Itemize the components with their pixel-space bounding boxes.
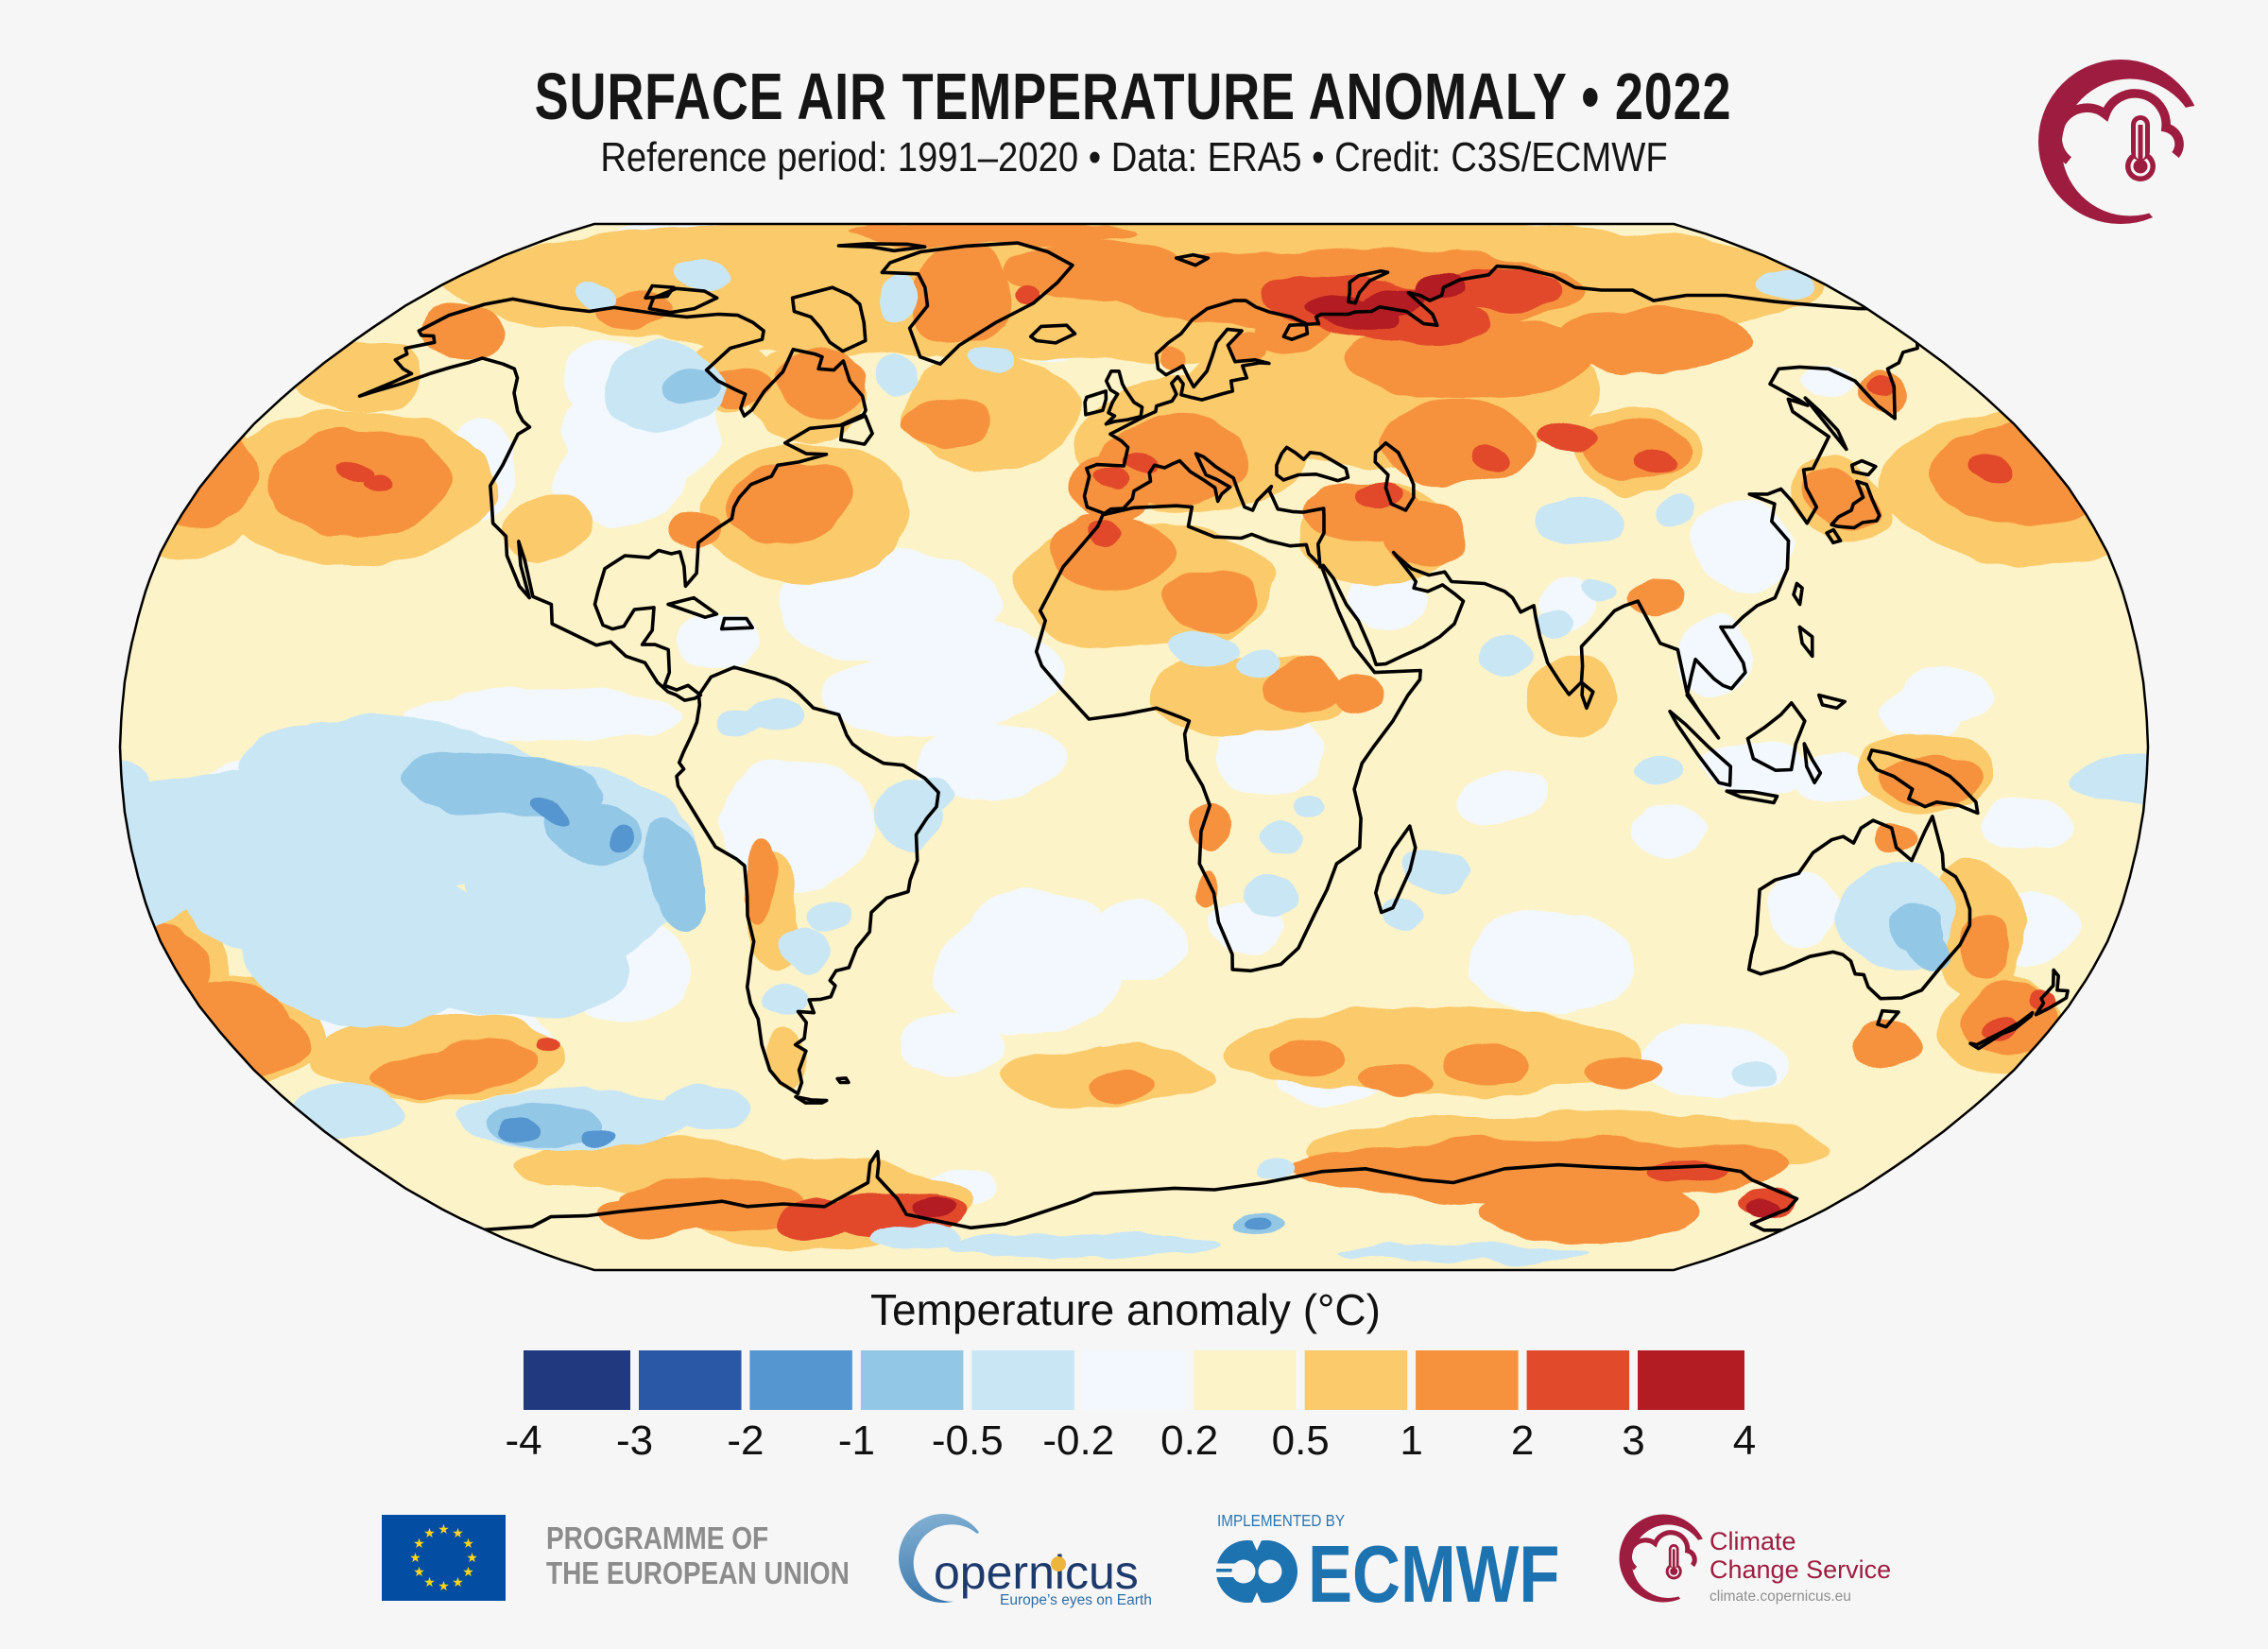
- svg-text:IMPLEMENTED BY: IMPLEMENTED BY: [1217, 1511, 1345, 1530]
- svg-text:Reference period: 1991–2020 •: Reference period: 1991–2020 • Data: ERA5…: [600, 134, 1667, 180]
- svg-text:PROGRAMME OF: PROGRAMME OF: [546, 1521, 768, 1556]
- svg-text:1: 1: [1400, 1417, 1422, 1464]
- svg-text:-1: -1: [838, 1417, 875, 1464]
- svg-text:-4: -4: [505, 1417, 541, 1464]
- svg-text:3: 3: [1622, 1417, 1644, 1464]
- svg-text:Climate: Climate: [1710, 1527, 1796, 1555]
- svg-text:climate.copernicus.eu: climate.copernicus.eu: [1710, 1589, 1851, 1605]
- svg-text:0.5: 0.5: [1272, 1417, 1330, 1464]
- svg-text:4: 4: [1733, 1417, 1756, 1464]
- svg-text:opernicus: opernicus: [934, 1546, 1139, 1599]
- svg-text:SURFACE AIR TEMPERATURE ANOMAL: SURFACE AIR TEMPERATURE ANOMALY • 2022: [535, 60, 1732, 133]
- svg-text:-0.5: -0.5: [932, 1417, 1004, 1464]
- svg-text:-0.2: -0.2: [1042, 1417, 1114, 1464]
- svg-text:-2: -2: [727, 1417, 764, 1464]
- svg-text:Temperature anomaly (°C): Temperature anomaly (°C): [870, 1285, 1381, 1334]
- svg-text:Change Service: Change Service: [1710, 1555, 1891, 1584]
- svg-text:0.2: 0.2: [1160, 1417, 1218, 1464]
- svg-text:2: 2: [1511, 1417, 1534, 1464]
- svg-text:ECMWF: ECMWF: [1308, 1529, 1559, 1620]
- svg-text:-3: -3: [616, 1417, 653, 1464]
- svg-text:Europe’s eyes on Earth: Europe’s eyes on Earth: [1000, 1592, 1152, 1608]
- svg-text:THE EUROPEAN UNION: THE EUROPEAN UNION: [546, 1556, 850, 1591]
